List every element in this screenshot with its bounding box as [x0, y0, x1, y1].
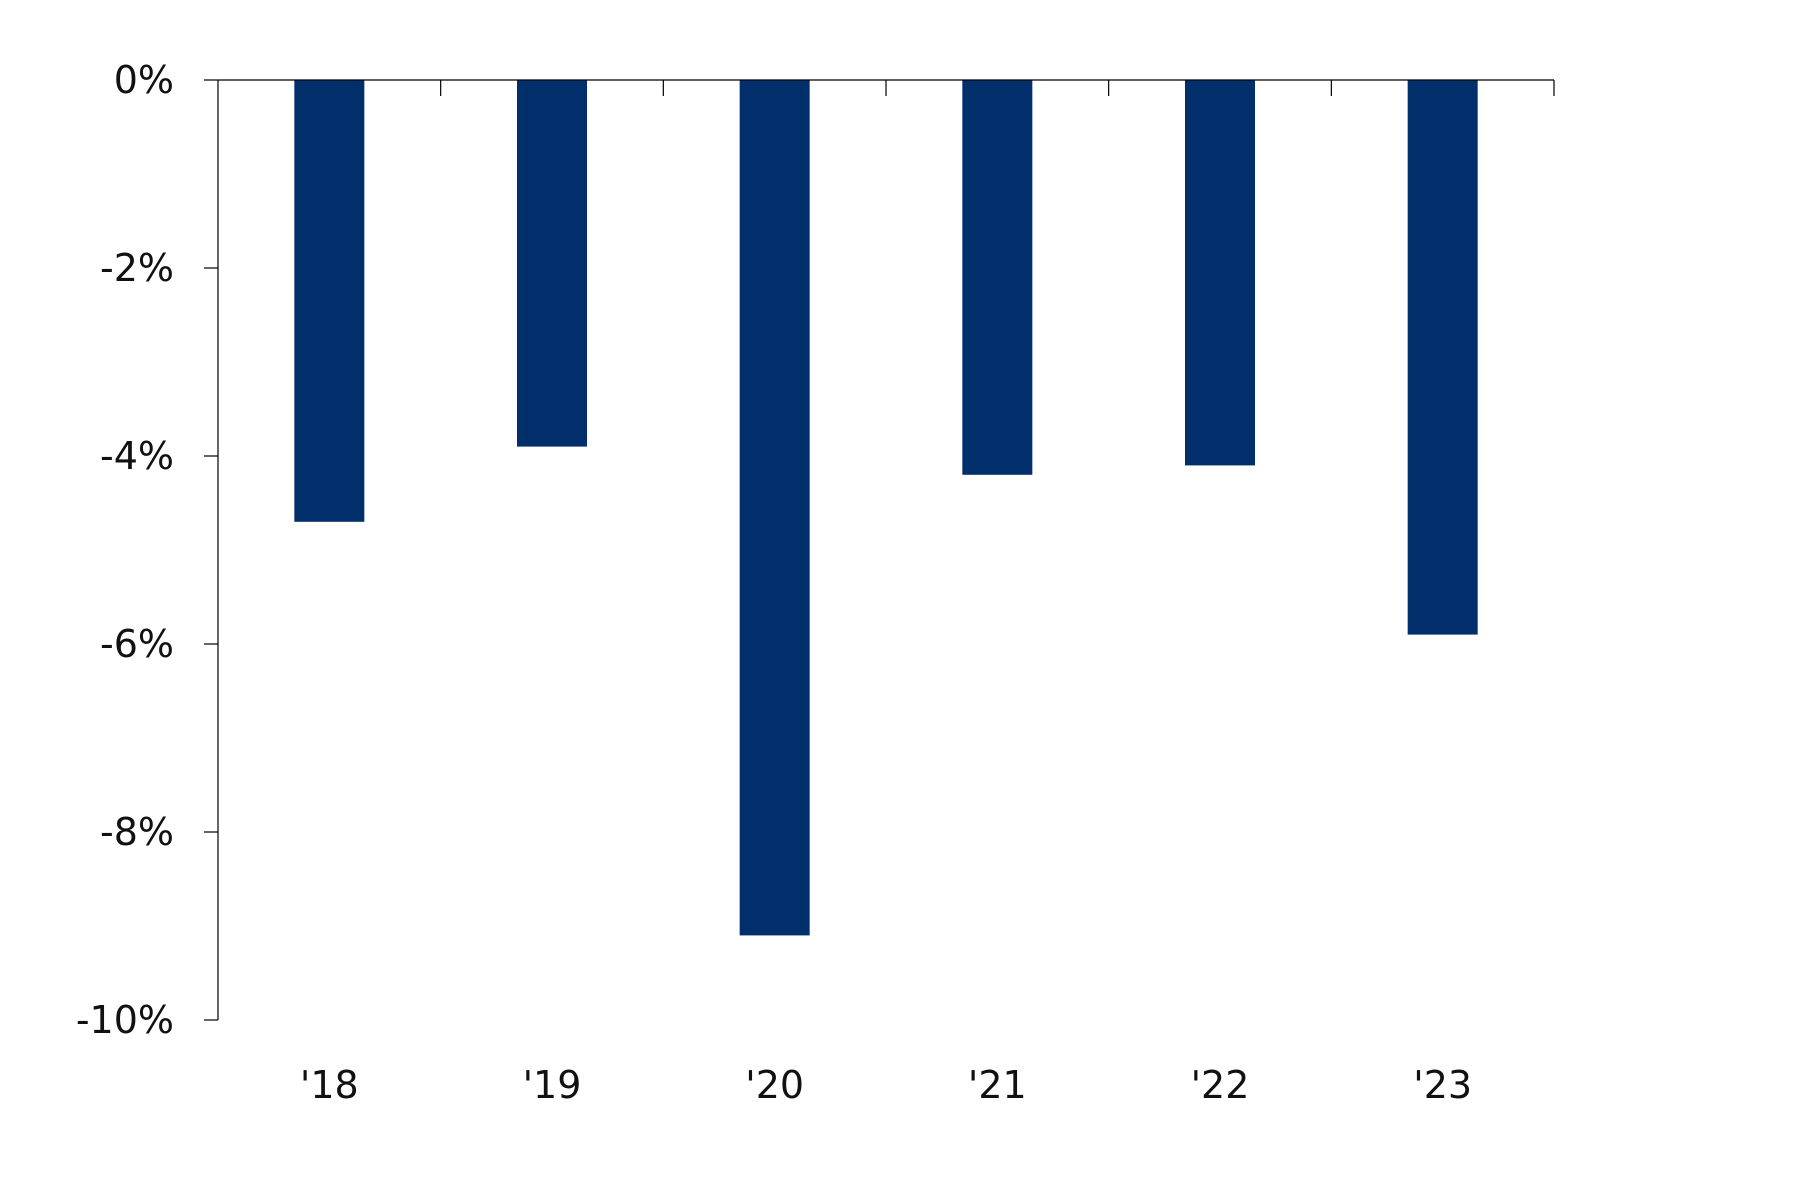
bar-4 [1185, 80, 1255, 466]
y-tick-label-5: -10% [76, 998, 174, 1042]
bars [294, 80, 1478, 936]
category-label-1: '19 [523, 1063, 582, 1107]
axes [217, 79, 1554, 1020]
bar-2 [739, 80, 810, 936]
category-label-2: '20 [745, 1063, 804, 1107]
x-axis-ticks [440, 80, 1555, 96]
bar-0 [294, 80, 365, 522]
y-tick-label-2: -4% [100, 434, 174, 478]
y-tick-label-4: -8% [100, 810, 174, 854]
category-label-0: '18 [300, 1063, 359, 1107]
y-axis-ticks [204, 79, 218, 1021]
category-label-4: '22 [1191, 1063, 1250, 1107]
bar-1 [517, 80, 587, 447]
y-tick-label-0: 0% [114, 58, 174, 102]
category-label-3: '21 [968, 1063, 1027, 1107]
y-tick-label-1: -2% [100, 246, 174, 290]
bar-3 [962, 80, 1033, 475]
bar-5 [1407, 80, 1478, 635]
category-labels: '18 '19 '20 '21 '22 '23 [300, 1063, 1472, 1107]
y-tick-labels: 0% -2% -4% -6% -8% -10% [76, 58, 174, 1042]
y-tick-label-3: -6% [100, 622, 174, 666]
category-label-5: '23 [1413, 1063, 1472, 1107]
